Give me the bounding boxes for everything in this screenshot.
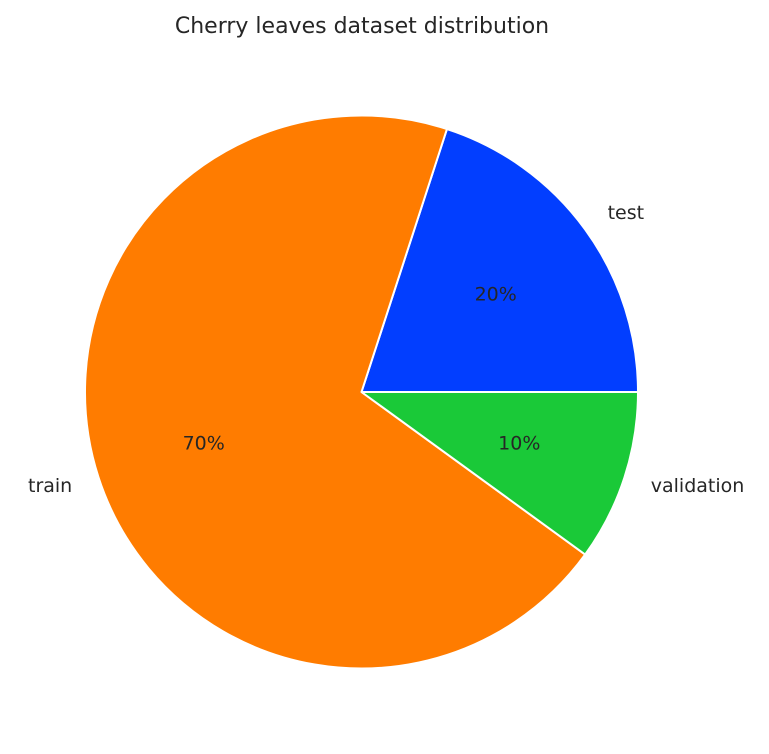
slice-pct-train: 70% [183,432,225,454]
pie-slice-validation [360,391,639,556]
slice-label-validation: validation [651,475,745,497]
pie-slice-train [84,114,587,670]
slice-label-train: train [28,475,72,497]
slice-pct-validation: 10% [498,432,540,454]
slice-label-test: test [608,202,645,224]
chart-title: Cherry leaves dataset distribution [175,14,549,39]
pie-slices [84,114,639,670]
slice-pct-test: 20% [475,283,517,305]
pie-labels: test 20% train 70% validation 10% [28,202,744,497]
pie-slice-test [360,128,639,393]
